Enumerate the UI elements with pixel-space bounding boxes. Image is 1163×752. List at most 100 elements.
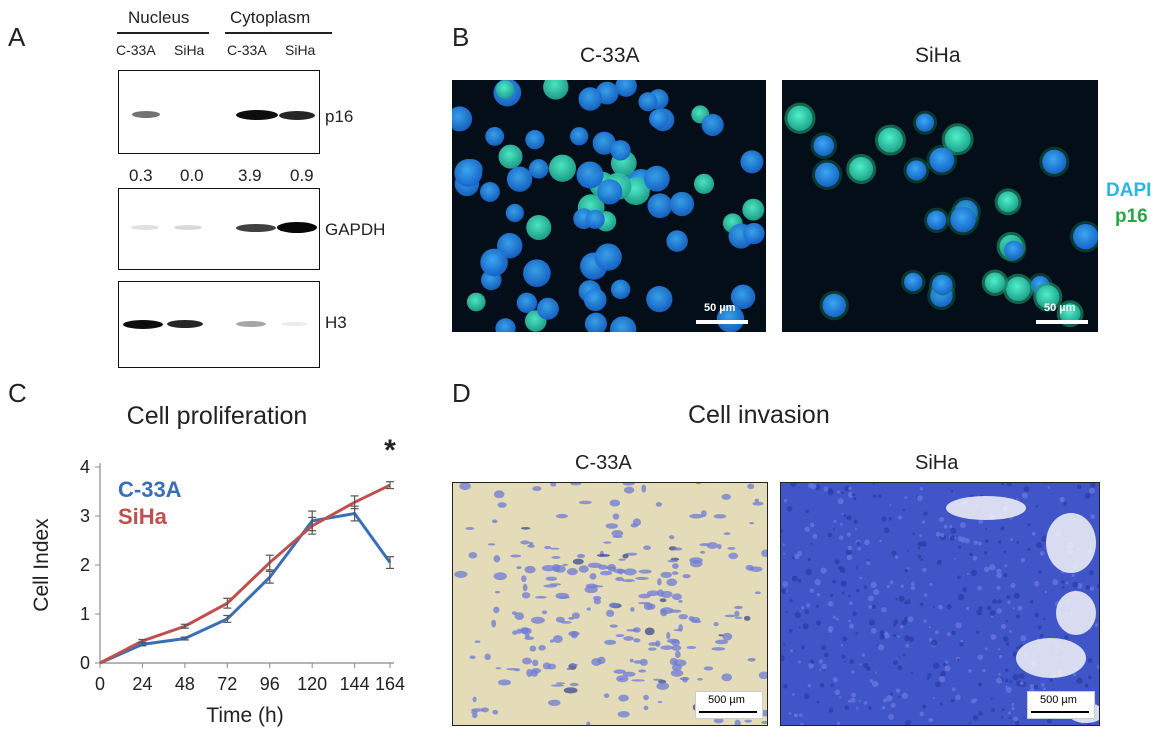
stained-cell: [797, 660, 801, 664]
stained-cell: [949, 535, 955, 541]
stained-cell: [830, 683, 834, 687]
stained-cell: [711, 647, 726, 651]
stained-cell: [493, 490, 505, 499]
stained-cell: [844, 705, 850, 711]
stained-cell: [548, 699, 561, 706]
cell: [929, 147, 955, 173]
stained-cell: [471, 708, 484, 712]
stained-cell: [512, 630, 518, 635]
stained-cell: [474, 640, 481, 644]
stained-cell: [465, 527, 475, 530]
stained-cell: [606, 609, 615, 618]
cell: [1072, 223, 1098, 250]
stained-cell: [841, 491, 844, 495]
stained-cell: [846, 554, 853, 561]
stained-cell: [1013, 592, 1020, 599]
stained-cell: [910, 585, 916, 591]
stained-cell: [836, 721, 841, 725]
chart-title: Cell proliferation: [127, 402, 308, 430]
stained-cell: [549, 639, 555, 643]
stained-cell: [671, 571, 679, 575]
stained-cell: [520, 540, 530, 545]
stained-cell: [846, 515, 852, 521]
stained-cell: [1010, 582, 1016, 589]
stained-cell: [815, 604, 820, 608]
image-title-siha: SiHa: [915, 44, 961, 67]
stained-cell: [816, 700, 820, 704]
stained-cell: [723, 532, 731, 535]
stained-cell: [617, 710, 630, 718]
x-tick-label: 24: [132, 674, 152, 694]
stained-cell: [984, 539, 989, 544]
stained-cell: [1006, 594, 1011, 600]
stained-cell: [1012, 651, 1018, 657]
cell: [742, 198, 765, 221]
legend-p16: p16: [1115, 206, 1148, 227]
panel-d-title: Cell invasion: [688, 401, 830, 429]
stained-cell: [912, 532, 916, 536]
y-tick-label: 3: [80, 506, 90, 526]
stained-cell: [1019, 681, 1024, 686]
stained-cell: [1018, 673, 1025, 679]
stained-cell: [629, 658, 634, 663]
stained-cell: [978, 711, 983, 716]
stained-cell: [1088, 570, 1094, 576]
stained-cell: [782, 581, 789, 588]
stained-cell: [951, 687, 956, 692]
stained-cell: [616, 675, 629, 683]
cell: [649, 108, 669, 129]
stained-cell: [713, 514, 727, 519]
stained-cell: [569, 663, 579, 667]
series-line-c-33a: [99, 511, 392, 665]
cell: [495, 318, 516, 332]
stain-field-c33a: [454, 483, 767, 725]
image-title-c33a: C-33A: [575, 452, 632, 474]
cell: [984, 272, 1006, 293]
cell: [525, 129, 545, 150]
stained-cell: [928, 626, 931, 629]
stained-cell: [660, 645, 674, 650]
cell: [693, 173, 715, 194]
quant-value: 0.0: [180, 166, 204, 185]
stained-cell: [868, 605, 872, 609]
stained-cell: [688, 615, 695, 622]
quant-value: 3.9: [238, 166, 262, 185]
stained-cell: [749, 521, 754, 525]
stained-cell: [492, 709, 499, 715]
stained-cell: [544, 545, 552, 550]
stained-cell: [923, 511, 928, 516]
x-tick-label: 0: [95, 674, 105, 694]
stained-cell: [983, 566, 990, 573]
stained-cell: [1085, 585, 1091, 590]
stained-cell: [829, 593, 834, 598]
stained-cell: [879, 630, 885, 636]
x-tick-label: 72: [217, 674, 237, 694]
stained-cell: [879, 634, 885, 640]
cell: [926, 210, 947, 230]
stained-cell: [1072, 581, 1079, 588]
cell: [480, 248, 508, 277]
stained-cell: [1089, 487, 1096, 494]
stained-cell: [532, 486, 542, 492]
stained-cell: [838, 565, 844, 571]
cell: [931, 274, 953, 296]
stained-cell: [823, 652, 829, 658]
stained-cell: [1052, 579, 1059, 586]
stained-cell: [990, 634, 997, 640]
band: [236, 224, 276, 232]
stained-cell: [1011, 702, 1015, 706]
stained-cell: [653, 678, 663, 681]
stained-cell: [660, 607, 674, 614]
stained-cell: [1088, 675, 1092, 680]
cell: [583, 288, 607, 312]
panel-a-letter: A: [8, 22, 26, 52]
stained-cell: [793, 713, 798, 718]
stained-cell: [917, 547, 921, 550]
stained-cell: [724, 614, 736, 618]
stained-cell: [1036, 542, 1043, 549]
panel-d-letter: D: [452, 378, 471, 408]
stained-cell: [520, 526, 531, 530]
stained-cell: [566, 567, 578, 576]
stained-cell: [618, 558, 626, 561]
stained-cell: [863, 701, 868, 705]
